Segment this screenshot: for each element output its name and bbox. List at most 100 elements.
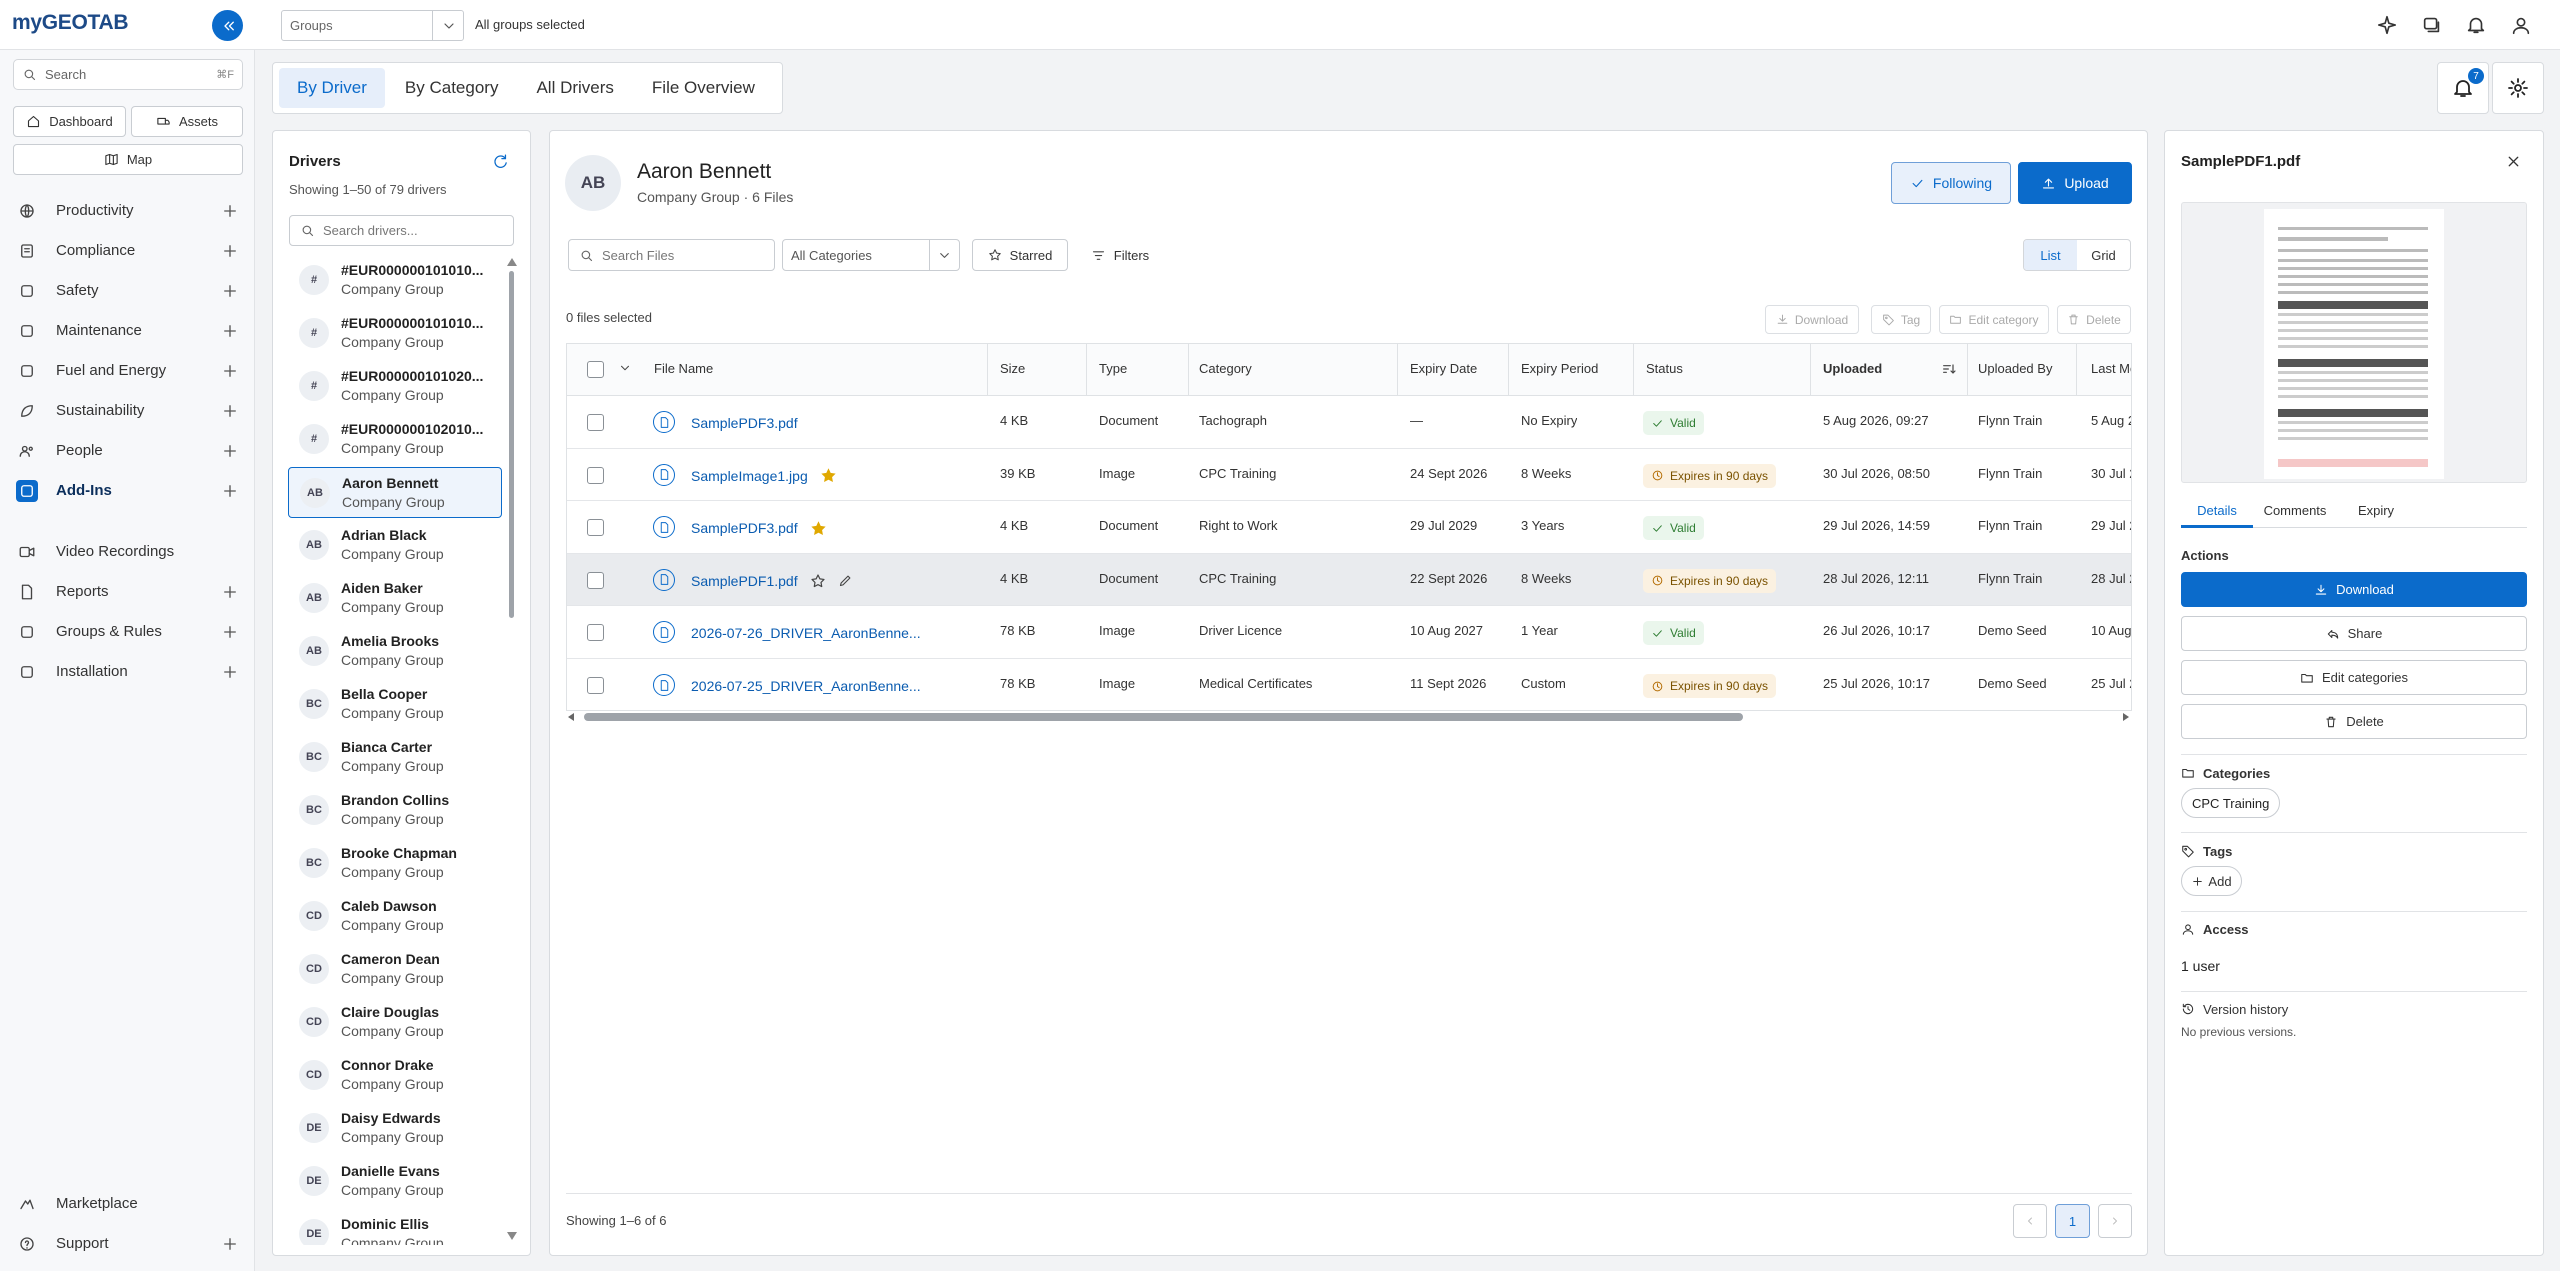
file-name[interactable]: SampleImage1.jpg xyxy=(691,466,837,486)
nav-item[interactable]: Video Recordings xyxy=(0,532,255,572)
top-icon[interactable] xyxy=(2465,14,2487,36)
driver-item[interactable]: # #EUR000000101020... Company Group xyxy=(288,361,502,412)
tab[interactable]: File Overview xyxy=(634,68,773,108)
nav-item[interactable]: Productivity xyxy=(0,191,255,231)
top-icon[interactable] xyxy=(2376,14,2398,36)
action-button[interactable]: Edit categories xyxy=(2181,660,2527,695)
driver-item[interactable]: BC Bella Cooper Company Group xyxy=(288,679,502,730)
row-checkbox[interactable] xyxy=(587,571,604,589)
rename[interactable] xyxy=(838,573,853,588)
nav-item[interactable]: Marketplace xyxy=(0,1184,255,1224)
top-icon[interactable] xyxy=(2421,14,2443,36)
column-header[interactable]: Expiry Period xyxy=(1521,361,1651,379)
star[interactable] xyxy=(810,520,827,537)
row-checkbox[interactable] xyxy=(587,466,604,484)
header-checkbox[interactable] xyxy=(587,361,604,378)
collapse-button[interactable] xyxy=(212,10,243,41)
add-tag[interactable]: Add xyxy=(2181,866,2242,896)
nav-item[interactable]: Sustainability xyxy=(0,391,255,431)
row-checkbox[interactable] xyxy=(587,624,604,642)
file-row[interactable]: 2026-07-26_DRIVER_AaronBenne... 78 KB Imag… xyxy=(567,606,2131,659)
following-button[interactable]: Following xyxy=(1891,162,2011,204)
file-name[interactable]: 2026-07-25_DRIVER_AaronBenne... xyxy=(691,676,921,696)
nav-item[interactable]: Groups & Rules xyxy=(0,612,255,652)
column-header[interactable]: File Name xyxy=(654,361,784,379)
column-header[interactable]: Uploaded By xyxy=(1978,361,2108,379)
page-number[interactable]: 1 xyxy=(2055,1204,2090,1238)
file-name[interactable]: SamplePDF1.pdf xyxy=(691,571,853,591)
details-tab[interactable]: Comments xyxy=(2251,503,2339,528)
close-button[interactable] xyxy=(2505,153,2523,171)
column-header[interactable]: Expiry Date xyxy=(1410,361,1540,379)
nav-item[interactable]: Maintenance xyxy=(0,311,255,351)
groups-select[interactable]: Groups xyxy=(281,10,464,41)
driver-item[interactable]: BC Brooke Chapman Company Group xyxy=(288,838,502,889)
details-tab[interactable]: Details xyxy=(2181,503,2253,528)
column-header[interactable]: Type xyxy=(1099,361,1229,379)
driver-item[interactable]: BC Bianca Carter Company Group xyxy=(288,732,502,783)
column-header[interactable]: Category xyxy=(1199,361,1329,379)
file-row[interactable]: SamplePDF3.pdf 4 KB Document Tachograph — No … xyxy=(567,396,2131,449)
nav-item[interactable]: Reports xyxy=(0,572,255,612)
driver-item[interactable]: AB Adrian Black Company Group xyxy=(288,520,502,571)
nav-item[interactable]: Compliance xyxy=(0,231,255,271)
file-name[interactable]: SamplePDF3.pdf xyxy=(691,518,827,538)
driver-item[interactable]: CD Claire Douglas Company Group xyxy=(288,997,502,1048)
top-icon[interactable] xyxy=(2510,14,2532,36)
quick-button[interactable]: Assets xyxy=(131,106,243,137)
expand-all[interactable] xyxy=(618,361,634,377)
nav-item[interactable]: Fuel and Energy xyxy=(0,351,255,391)
view-option[interactable]: List xyxy=(2024,240,2077,270)
file-row[interactable]: 2026-07-25_DRIVER_AaronBenne... 78 KB Imag… xyxy=(567,659,2131,710)
tab[interactable]: All Drivers xyxy=(518,68,631,108)
view-option[interactable]: Grid xyxy=(2077,240,2130,270)
upload-button[interactable]: Upload xyxy=(2018,162,2132,204)
nav-item[interactable]: Add-Ins xyxy=(0,471,255,511)
driver-item[interactable]: # #EUR000000101010... Company Group xyxy=(288,308,502,359)
sidebar-search[interactable]: Search ⌘F xyxy=(13,59,243,90)
column-header[interactable]: Uploaded xyxy=(1823,361,1953,379)
nav-item[interactable]: Support xyxy=(0,1224,255,1264)
refresh-button[interactable] xyxy=(492,153,510,171)
nav-item[interactable]: People xyxy=(0,431,255,471)
tab[interactable]: By Driver xyxy=(279,68,385,108)
driver-item[interactable]: BC Brandon Collins Company Group xyxy=(288,785,502,836)
file-name[interactable]: 2026-07-26_DRIVER_AaronBenne... xyxy=(691,623,921,643)
driver-item[interactable]: AB Amelia Brooks Company Group xyxy=(288,626,502,677)
category-select[interactable]: All Categories xyxy=(782,239,960,271)
driver-item[interactable]: # #EUR000000102010... Company Group xyxy=(288,414,502,465)
starred-filter[interactable]: Starred xyxy=(972,239,1068,271)
nav-item[interactable]: Safety xyxy=(0,271,255,311)
action-button[interactable]: Download xyxy=(2181,572,2527,607)
notifications-button[interactable]: 7 xyxy=(2437,62,2489,114)
action-button[interactable]: Share xyxy=(2181,616,2527,651)
driver-item[interactable]: DE Dominic Ellis Company Group xyxy=(288,1209,502,1245)
file-row[interactable]: SamplePDF3.pdf 4 KB Document Right to Work 2… xyxy=(567,501,2131,554)
driver-item[interactable]: AB Aiden Baker Company Group xyxy=(288,573,502,624)
file-name[interactable]: SamplePDF3.pdf xyxy=(691,413,798,433)
row-checkbox[interactable] xyxy=(587,677,604,694)
driver-item[interactable]: DE Daisy Edwards Company Group xyxy=(288,1103,502,1154)
file-row[interactable]: SampleImage1.jpg 39 KB Image CPC Training 24… xyxy=(567,448,2131,502)
settings-button[interactable] xyxy=(2492,62,2544,114)
row-checkbox[interactable] xyxy=(587,414,604,431)
file-search[interactable]: Search Files xyxy=(568,239,775,271)
star[interactable] xyxy=(820,467,837,484)
details-tab[interactable]: Expiry xyxy=(2346,503,2406,528)
quick-button[interactable]: Dashboard xyxy=(13,106,126,137)
filters-button[interactable]: Filters xyxy=(1088,239,1152,271)
driver-item[interactable]: AB Aaron Bennett Company Group xyxy=(288,467,502,518)
drivers-search[interactable]: Search drivers... xyxy=(289,215,514,246)
column-header[interactable]: Last Mo xyxy=(2091,361,2131,379)
driver-item[interactable]: CD Connor Drake Company Group xyxy=(288,1050,502,1101)
star[interactable] xyxy=(810,573,826,589)
column-header[interactable]: Status xyxy=(1646,361,1776,379)
driver-item[interactable]: CD Caleb Dawson Company Group xyxy=(288,891,502,942)
row-checkbox[interactable] xyxy=(587,519,604,537)
tab[interactable]: By Category xyxy=(387,68,517,108)
driver-item[interactable]: CD Cameron Dean Company Group xyxy=(288,944,502,995)
action-button[interactable]: Delete xyxy=(2181,704,2527,739)
quick-button[interactable]: Map xyxy=(13,144,243,175)
driver-item[interactable]: DE Danielle Evans Company Group xyxy=(288,1156,502,1207)
nav-item[interactable]: Installation xyxy=(0,652,255,692)
